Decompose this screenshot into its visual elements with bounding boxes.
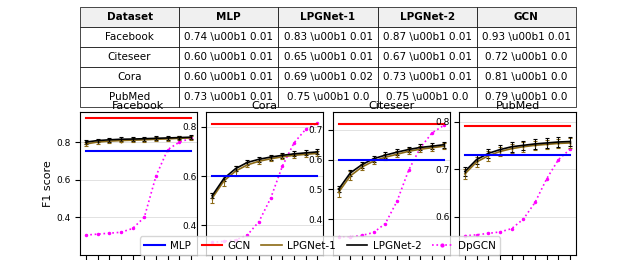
Title: Citeseer: Citeseer bbox=[368, 101, 414, 111]
Y-axis label: F1 score: F1 score bbox=[43, 160, 53, 207]
Title: PubMed: PubMed bbox=[495, 101, 540, 111]
Title: Cora: Cora bbox=[252, 101, 278, 111]
Title: Facebook: Facebook bbox=[113, 101, 164, 111]
Legend: MLP, GCN, LPGNet-1, LPGNet-2, DpGCN: MLP, GCN, LPGNet-1, LPGNet-2, DpGCN bbox=[140, 236, 500, 255]
